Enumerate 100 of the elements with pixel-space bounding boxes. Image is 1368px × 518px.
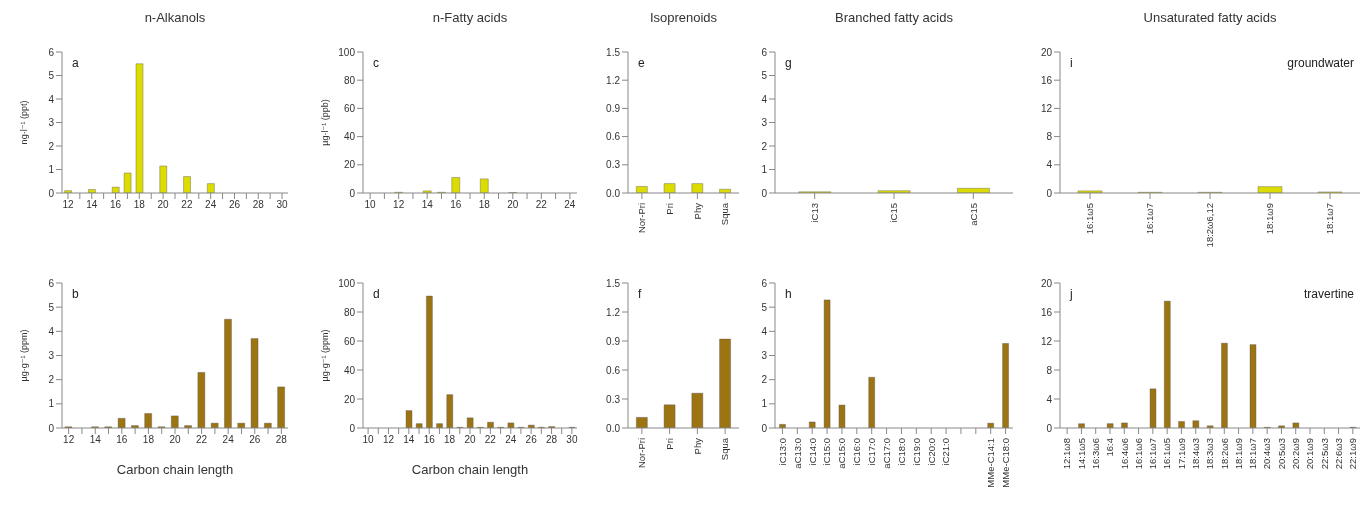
x-tick-label: aC17:0 — [880, 438, 892, 469]
y-tick-label: 1.5 — [606, 277, 621, 289]
annotation: f — [638, 287, 642, 301]
x-axis-title: Carbon chain length — [410, 462, 530, 477]
y-tick-label: 4 — [48, 325, 55, 337]
x-tick-label: 22:1ω9 — [1347, 438, 1359, 470]
x-tick-label: 12 — [382, 434, 395, 446]
y-tick-label: 5 — [761, 70, 768, 82]
x-tick-label: 10 — [364, 199, 377, 211]
y-tick-label: 16 — [1040, 306, 1053, 318]
x-tick-label: 18 — [478, 199, 491, 211]
y-tick-label: 0.9 — [606, 102, 621, 114]
y-tick-label: 1.2 — [606, 74, 621, 86]
y-tick-label: 1 — [48, 164, 55, 176]
y-tick-label: 4 — [1046, 393, 1053, 405]
y-tick-label: 0 — [1046, 422, 1053, 434]
y-axis-title: µg·g⁻¹ (ppm) — [19, 329, 29, 382]
x-tick-label: 20 — [464, 434, 476, 446]
y-tick-label: 2 — [761, 140, 768, 152]
x-tick-label: aC15:0 — [836, 438, 848, 469]
x-tick-label: 22:5ω3 — [1318, 438, 1330, 470]
x-tick-label: 16:1ω5 — [1084, 203, 1096, 235]
y-tick-label: 12 — [1040, 335, 1053, 347]
y-tick-label: 100 — [338, 46, 356, 58]
chart-title: Branched fatty acids — [834, 10, 954, 25]
annotation: g — [785, 56, 792, 70]
y-tick-label: 6 — [761, 46, 768, 58]
x-tick-label: 16 — [116, 434, 128, 446]
x-tick-label: 22 — [535, 199, 548, 211]
annotation: travertine — [1303, 287, 1354, 301]
x-tick-label: 14 — [89, 434, 102, 446]
y-tick-label: 3 — [761, 350, 768, 362]
y-tick-label: 1 — [761, 164, 768, 176]
y-tick-label: 5 — [48, 70, 55, 82]
x-tick-label: 22 — [196, 434, 208, 446]
y-tick-label: 0 — [48, 187, 55, 199]
annotation: groundwater — [1287, 56, 1354, 70]
x-tick-label: 16 — [109, 199, 122, 211]
annotation: j — [1070, 287, 1073, 301]
y-axis-title: µg·l⁻¹ (ppb) — [320, 99, 330, 146]
y-tick-label: 100 — [338, 277, 356, 289]
x-tick-label: 18 — [133, 199, 146, 211]
x-tick-label: 18:3ω3 — [1204, 438, 1216, 470]
x-tick-label: 17:1ω9 — [1175, 438, 1187, 470]
annotation: i — [1070, 56, 1073, 70]
x-tick-label: 16:4 — [1104, 438, 1116, 457]
x-tick-label: 20:5ω3 — [1275, 438, 1287, 470]
x-tick-label: iC14:0 — [806, 438, 818, 466]
x-tick-label: 12:1ω8 — [1061, 438, 1073, 470]
y-tick-label: 6 — [761, 277, 768, 289]
y-tick-label: 60 — [343, 102, 356, 114]
chart-title: n-Fatty acids — [431, 10, 509, 25]
x-tick-label: 24 — [505, 434, 517, 446]
x-tick-label: Squa — [719, 437, 731, 461]
x-tick-label: 20:2ω9 — [1290, 438, 1302, 470]
y-axis-title: µg·g⁻¹ (ppm) — [320, 329, 330, 382]
x-tick-label: 30 — [276, 199, 289, 211]
x-tick-label: 20:4ω3 — [1261, 438, 1273, 470]
x-tick-label: 20 — [507, 199, 519, 211]
y-tick-label: 20 — [1040, 277, 1053, 289]
y-tick-label: 80 — [343, 74, 356, 86]
x-tick-label: Pri — [663, 438, 675, 450]
annotation: h — [785, 287, 792, 301]
y-tick-label: 3 — [48, 350, 55, 362]
y-tick-label: 40 — [343, 131, 356, 143]
y-tick-label: 0.0 — [606, 187, 621, 199]
x-tick-label: aC13:0 — [791, 438, 803, 469]
x-tick-label: iC20:0 — [925, 438, 937, 466]
y-tick-label: 0.6 — [606, 131, 621, 143]
y-tick-label: 2 — [48, 140, 55, 152]
y-tick-label: 4 — [48, 93, 55, 105]
x-tick-label: 20 — [169, 434, 181, 446]
x-tick-label: 18:1ω7 — [1247, 438, 1259, 470]
x-tick-label: 26 — [525, 434, 538, 446]
y-tick-label: 2 — [48, 374, 55, 386]
y-tick-label: 8 — [1046, 131, 1053, 143]
y-tick-label: 0 — [761, 422, 768, 434]
x-tick-label: 18:1ω7 — [1324, 203, 1336, 235]
x-tick-label: 18 — [142, 434, 155, 446]
x-tick-label: Nor-Pri — [636, 438, 648, 469]
x-tick-label: 22 — [484, 434, 497, 446]
y-tick-label: 0.9 — [606, 335, 621, 347]
x-tick-label: 26 — [249, 434, 261, 446]
x-tick-label: 24 — [205, 199, 217, 211]
x-tick-label: 26 — [228, 199, 241, 211]
y-tick-label: 8 — [1046, 364, 1053, 376]
x-tick-label: Nor-Pri — [636, 203, 648, 234]
x-tick-label: MMe-C14:1 — [985, 438, 997, 488]
y-tick-label: 0 — [48, 422, 55, 434]
annotation: b — [72, 287, 79, 301]
x-tick-label: 20:1ω9 — [1304, 438, 1316, 470]
y-tick-label: 20 — [343, 159, 356, 171]
x-tick-label: 18:4ω3 — [1190, 438, 1202, 470]
annotation: c — [373, 56, 379, 70]
y-tick-label: 0 — [761, 187, 768, 199]
y-tick-label: 40 — [343, 364, 356, 376]
x-tick-label: 16:1ω6 — [1132, 438, 1144, 470]
x-tick-label: iC13:0 — [776, 438, 788, 466]
annotation: e — [638, 56, 645, 70]
y-tick-label: 6 — [48, 277, 55, 289]
